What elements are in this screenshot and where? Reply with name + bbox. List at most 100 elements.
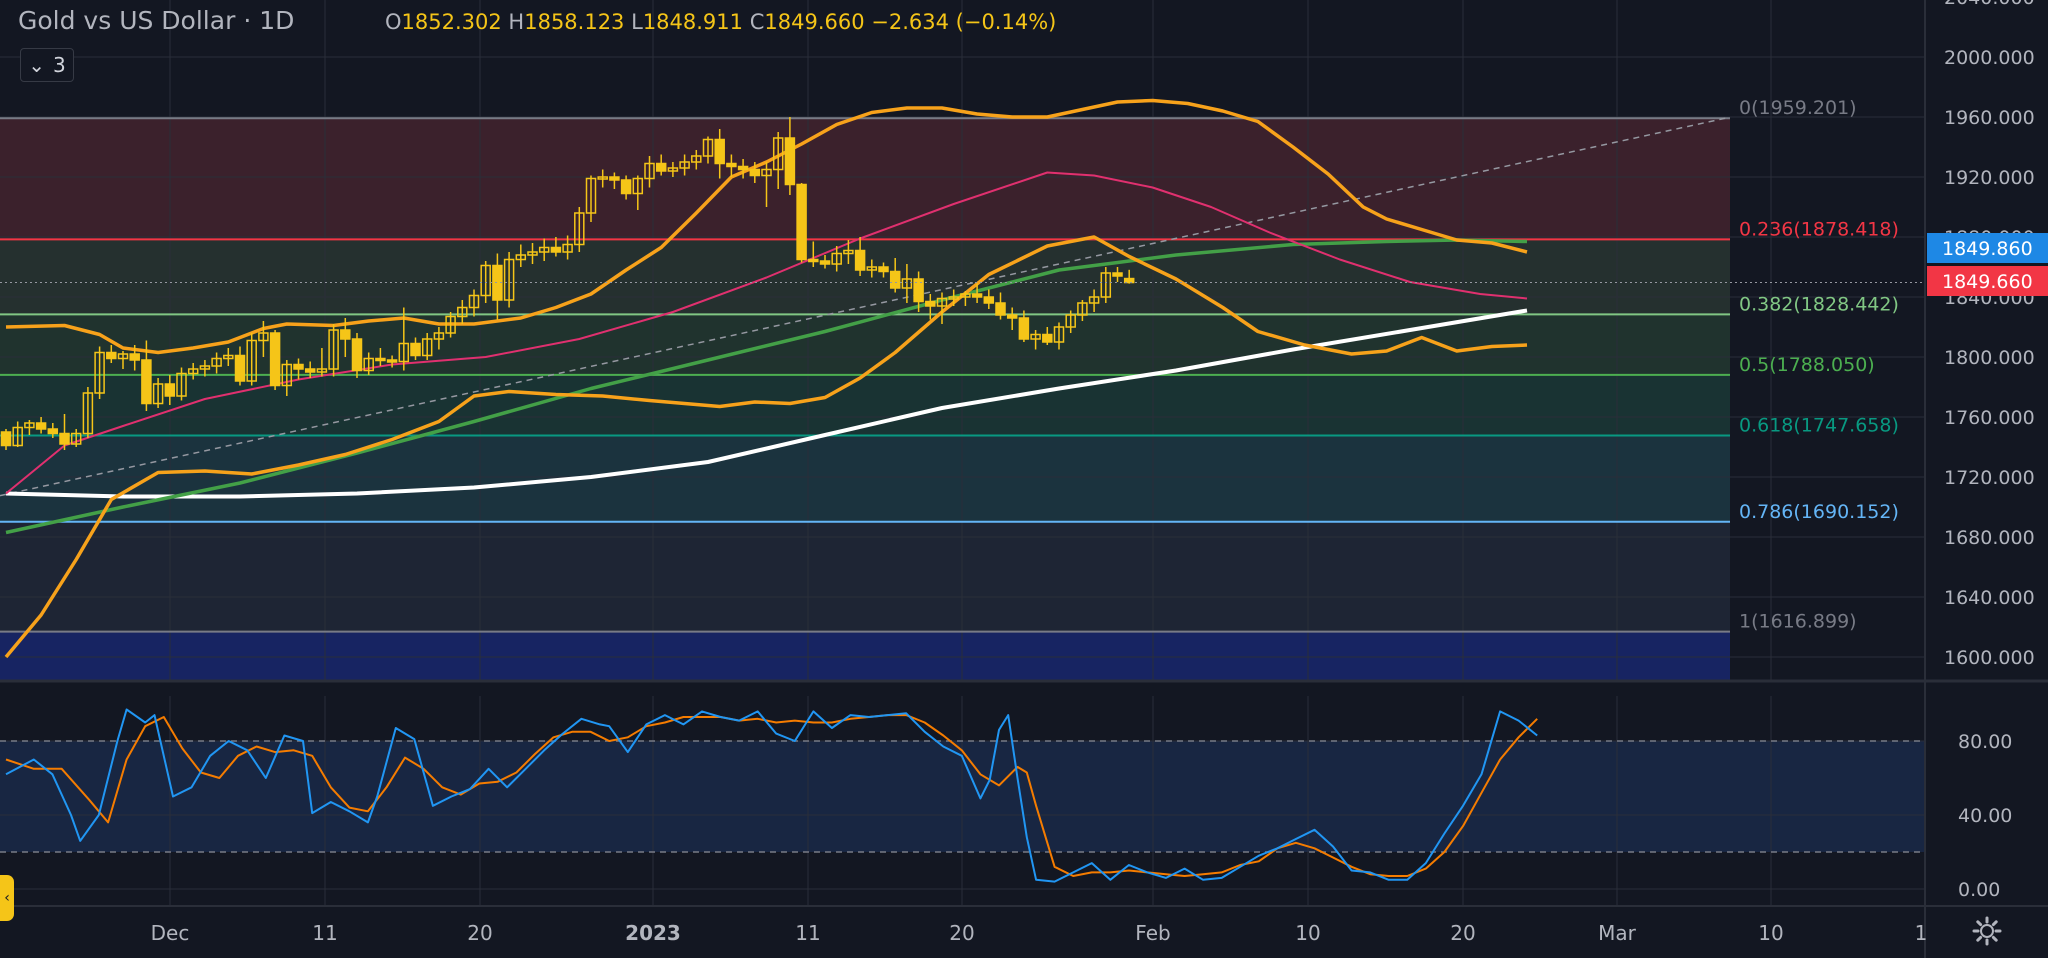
price-badge-label: 1849.660 bbox=[1942, 271, 2033, 293]
candle-body bbox=[1123, 277, 1135, 284]
candle-body bbox=[854, 249, 866, 271]
fib-zone bbox=[0, 314, 1730, 375]
fib-zone bbox=[0, 435, 1730, 522]
price-badge-label: 1849.860 bbox=[1942, 238, 2033, 260]
sma-green-line bbox=[5, 238, 1528, 535]
change-value: −2.634 (−0.14%) bbox=[871, 10, 1057, 34]
fib-trend-line bbox=[0, 116, 1731, 497]
candle-body bbox=[691, 155, 702, 163]
candle-body bbox=[960, 293, 971, 298]
candle-body bbox=[152, 383, 164, 405]
candle-body bbox=[562, 243, 573, 253]
candle-body bbox=[234, 354, 246, 382]
candle-body bbox=[129, 353, 140, 361]
candle-body bbox=[550, 246, 562, 253]
candle-body bbox=[819, 260, 831, 265]
chart-header: Gold vs US Dollar · 1D bbox=[18, 6, 294, 35]
candle-body bbox=[386, 359, 398, 363]
candle-body bbox=[1065, 314, 1076, 328]
candle-body bbox=[269, 332, 281, 387]
candle-body bbox=[445, 315, 456, 334]
candle-body bbox=[1030, 333, 1041, 340]
close-value: 1849.660 bbox=[764, 10, 865, 34]
ohlc-legend: O1852.302 H1858.123 L1848.911 C1849.660 … bbox=[385, 10, 1056, 34]
candle-body bbox=[1077, 302, 1088, 316]
collapse-handle-icon[interactable]: ‹ bbox=[0, 875, 14, 921]
candle-body bbox=[1088, 296, 1100, 304]
candle-body bbox=[515, 254, 527, 261]
stoch-d-line bbox=[5, 714, 1538, 877]
time-axis-tick: Dec bbox=[151, 921, 190, 945]
stoch-k-line bbox=[5, 708, 1538, 883]
candle-body bbox=[761, 168, 772, 177]
candle-body bbox=[141, 359, 152, 405]
fib-level-label: 1(1616.899) bbox=[1739, 611, 1857, 633]
fib-zone bbox=[0, 118, 1730, 240]
price-axis-tick: 1800.000 bbox=[1944, 347, 2035, 369]
symbol-title[interactable]: Gold vs US Dollar bbox=[18, 6, 236, 35]
candle-body bbox=[0, 431, 12, 447]
candle-body bbox=[223, 354, 234, 360]
price-badge bbox=[1927, 233, 2048, 263]
close-label: C bbox=[749, 10, 765, 34]
candle-body bbox=[176, 372, 187, 397]
candle-body bbox=[363, 357, 374, 372]
candle-body bbox=[82, 392, 94, 435]
fib-level-label: 0(1959.201) bbox=[1739, 97, 1857, 119]
bollinger-upper-line bbox=[5, 98, 1528, 355]
candle-body bbox=[655, 162, 667, 172]
candle-body bbox=[737, 165, 749, 171]
candle-body bbox=[866, 266, 878, 271]
candle-body bbox=[35, 422, 47, 430]
price-axis-tick: 1640.000 bbox=[1944, 587, 2035, 609]
candle-body bbox=[714, 138, 725, 165]
price-axis-tick: 1680.000 bbox=[1944, 527, 2035, 549]
price-axis-tick: 1920.000 bbox=[1944, 167, 2035, 189]
candle-body bbox=[47, 428, 59, 435]
time-axis-tick: 1 bbox=[1915, 921, 1928, 945]
candle-body bbox=[796, 183, 807, 261]
candle-body bbox=[585, 177, 597, 214]
indicators-toggle-button[interactable]: ⌄ 3 bbox=[20, 48, 74, 82]
candle-body bbox=[410, 342, 421, 357]
candle-body bbox=[936, 297, 948, 307]
candle-body bbox=[948, 296, 959, 300]
open-value: 1852.302 bbox=[401, 10, 502, 34]
candle-body bbox=[94, 351, 105, 394]
candle-body bbox=[772, 137, 784, 171]
candle-body bbox=[901, 278, 913, 289]
settings-gear-icon[interactable] bbox=[1972, 916, 2002, 946]
candle-body bbox=[925, 300, 936, 307]
candle-body bbox=[889, 270, 901, 289]
candle-body bbox=[457, 306, 468, 318]
candle-body bbox=[1100, 272, 1112, 298]
price-axis-tick: 1600.000 bbox=[1944, 647, 2035, 669]
time-axis-tick: 20 bbox=[949, 921, 974, 945]
candle-body bbox=[971, 293, 983, 298]
candle-body bbox=[1018, 317, 1030, 340]
candle-body bbox=[468, 294, 480, 309]
fib-level-label: 0.382(1828.442) bbox=[1739, 293, 1899, 315]
time-axis-tick: 20 bbox=[1450, 921, 1475, 945]
candle-body bbox=[503, 258, 515, 301]
candle-body bbox=[24, 422, 35, 429]
candle-body bbox=[983, 296, 995, 304]
fib-level-label: 0.236(1878.418) bbox=[1739, 218, 1899, 240]
price-axis-tick: 2040.000 bbox=[1944, 0, 2035, 9]
candle-body bbox=[808, 258, 819, 263]
price-axis-tick: 1720.000 bbox=[1944, 467, 2035, 489]
time-axis-tick: 20 bbox=[467, 921, 492, 945]
candle-body bbox=[164, 383, 176, 397]
timeframe-label[interactable]: 1D bbox=[259, 6, 295, 35]
candle-body bbox=[258, 332, 269, 342]
candle-body bbox=[878, 266, 889, 273]
indicators-count: 3 bbox=[53, 53, 66, 77]
candle-body bbox=[644, 162, 655, 180]
candle-body bbox=[831, 252, 842, 265]
time-axis-tick: 11 bbox=[312, 921, 337, 945]
bollinger-lower-line bbox=[4, 235, 1528, 659]
candle-body bbox=[398, 342, 410, 363]
candle-body bbox=[293, 363, 304, 370]
candle-body bbox=[843, 249, 854, 255]
